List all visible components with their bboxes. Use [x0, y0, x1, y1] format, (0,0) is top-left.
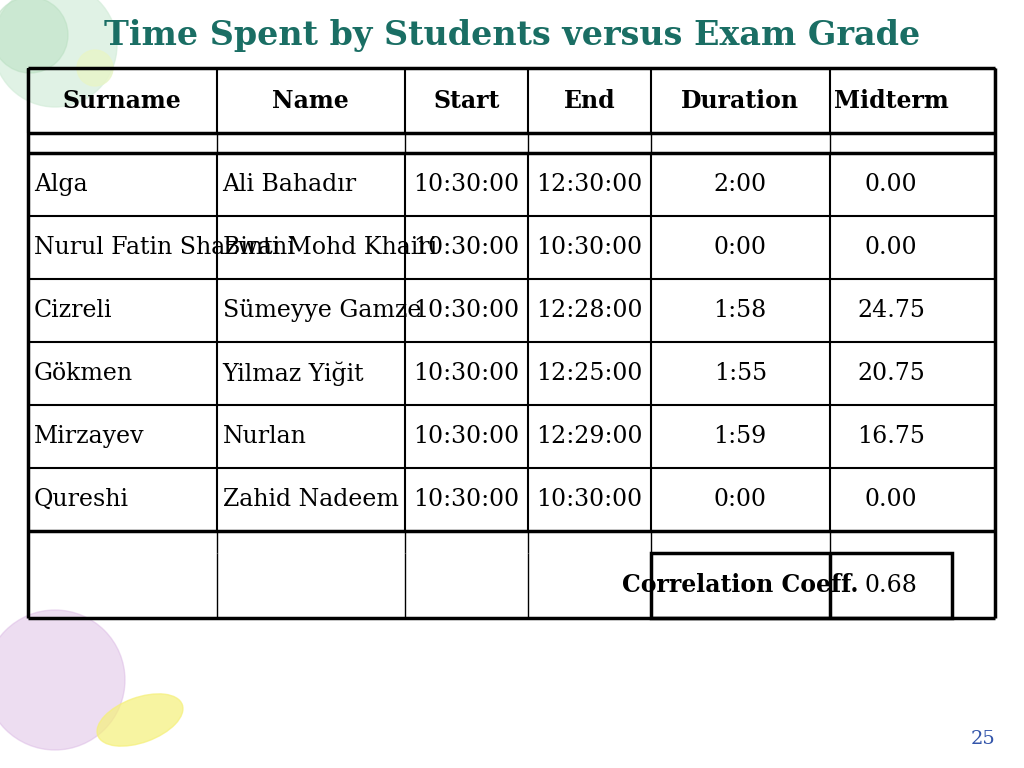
Text: Zahid Nadeem: Zahid Nadeem — [222, 488, 398, 511]
Text: 10:30:00: 10:30:00 — [414, 425, 519, 448]
Text: 10:30:00: 10:30:00 — [414, 299, 519, 322]
Circle shape — [0, 0, 68, 73]
Text: Gökmen: Gökmen — [34, 362, 133, 385]
Text: Sümeyye Gamze: Sümeyye Gamze — [222, 299, 421, 322]
Text: Duration: Duration — [681, 88, 799, 112]
Text: Nurul Fatin Shazwani: Nurul Fatin Shazwani — [34, 236, 295, 259]
Text: Binti Mohd Khairi: Binti Mohd Khairi — [222, 236, 436, 259]
Text: 0.68: 0.68 — [864, 574, 918, 597]
Circle shape — [77, 50, 113, 86]
Text: 2:00: 2:00 — [714, 173, 767, 196]
Text: Midterm: Midterm — [834, 88, 948, 112]
Text: Name: Name — [272, 88, 349, 112]
Text: 0:00: 0:00 — [714, 236, 767, 259]
Text: 12:28:00: 12:28:00 — [537, 299, 643, 322]
Text: 10:30:00: 10:30:00 — [414, 236, 519, 259]
Text: Time Spent by Students versus Exam Grade: Time Spent by Students versus Exam Grade — [103, 18, 921, 51]
Text: 1:59: 1:59 — [714, 425, 767, 448]
Text: 25: 25 — [971, 730, 995, 748]
Ellipse shape — [97, 694, 183, 746]
Text: 0.00: 0.00 — [864, 236, 918, 259]
Text: Ali Bahadır: Ali Bahadır — [222, 173, 356, 196]
Circle shape — [0, 610, 125, 750]
Text: 0.00: 0.00 — [864, 173, 918, 196]
Text: 1:55: 1:55 — [714, 362, 767, 385]
Bar — [650, 553, 952, 618]
Text: End: End — [563, 88, 615, 112]
Text: Alga: Alga — [34, 173, 88, 196]
Text: 10:30:00: 10:30:00 — [414, 488, 519, 511]
Text: Cizreli: Cizreli — [34, 299, 113, 322]
Text: 12:29:00: 12:29:00 — [537, 425, 643, 448]
Text: 12:25:00: 12:25:00 — [537, 362, 642, 385]
Text: 12:30:00: 12:30:00 — [537, 173, 642, 196]
Text: Yilmaz Yiğit: Yilmaz Yiğit — [222, 361, 365, 386]
Text: 24.75: 24.75 — [857, 299, 925, 322]
Text: 10:30:00: 10:30:00 — [414, 173, 519, 196]
Text: Mirzayev: Mirzayev — [34, 425, 144, 448]
Text: 1:58: 1:58 — [714, 299, 767, 322]
Text: 16.75: 16.75 — [857, 425, 925, 448]
Text: Nurlan: Nurlan — [222, 425, 306, 448]
Text: 0.00: 0.00 — [864, 488, 918, 511]
Text: 0:00: 0:00 — [714, 488, 767, 511]
Text: 20.75: 20.75 — [857, 362, 925, 385]
Circle shape — [0, 0, 117, 107]
Text: 10:30:00: 10:30:00 — [537, 236, 642, 259]
Text: Start: Start — [433, 88, 500, 112]
Text: 10:30:00: 10:30:00 — [414, 362, 519, 385]
Text: 10:30:00: 10:30:00 — [537, 488, 642, 511]
Text: Surname: Surname — [62, 88, 181, 112]
Text: Qureshi: Qureshi — [34, 488, 129, 511]
Text: Correlation Coeff.: Correlation Coeff. — [622, 574, 858, 598]
